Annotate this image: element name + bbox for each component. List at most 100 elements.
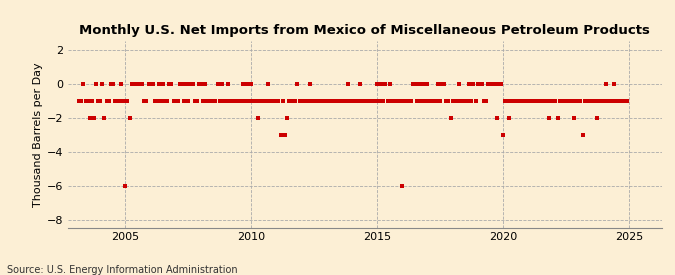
Point xyxy=(462,98,472,103)
Point xyxy=(267,98,277,103)
Point xyxy=(489,82,500,86)
Point xyxy=(137,82,148,86)
Point xyxy=(504,116,514,120)
Point xyxy=(191,98,202,103)
Point xyxy=(456,98,466,103)
Point xyxy=(215,98,225,103)
Point xyxy=(219,98,230,103)
Point xyxy=(510,98,521,103)
Point xyxy=(252,116,263,120)
Point xyxy=(153,82,164,86)
Point xyxy=(206,98,217,103)
Point xyxy=(541,98,552,103)
Point xyxy=(475,82,485,86)
Point xyxy=(346,98,357,103)
Point xyxy=(481,98,491,103)
Point xyxy=(500,98,510,103)
Point xyxy=(448,98,458,103)
Point xyxy=(327,98,338,103)
Point xyxy=(97,82,107,86)
Point xyxy=(198,98,209,103)
Point xyxy=(382,98,393,103)
Point xyxy=(118,98,129,103)
Point xyxy=(286,98,296,103)
Point xyxy=(512,98,523,103)
Point xyxy=(422,82,433,86)
Point xyxy=(539,98,550,103)
Point xyxy=(443,98,454,103)
Point xyxy=(132,82,143,86)
Point xyxy=(353,98,364,103)
Point xyxy=(386,98,397,103)
Point xyxy=(435,98,446,103)
Point xyxy=(420,98,431,103)
Point xyxy=(479,98,489,103)
Point xyxy=(210,98,221,103)
Y-axis label: Thousand Barrels per Day: Thousand Barrels per Day xyxy=(32,62,43,207)
Point xyxy=(613,98,624,103)
Point xyxy=(466,98,477,103)
Point xyxy=(405,98,416,103)
Point xyxy=(558,98,569,103)
Point xyxy=(611,98,622,103)
Point xyxy=(380,82,391,86)
Point xyxy=(546,98,557,103)
Point xyxy=(340,98,351,103)
Point xyxy=(363,98,374,103)
Point xyxy=(543,116,554,120)
Point xyxy=(615,98,626,103)
Point xyxy=(275,133,286,137)
Point xyxy=(158,82,169,86)
Point xyxy=(269,98,280,103)
Point xyxy=(401,98,412,103)
Point xyxy=(143,82,154,86)
Point xyxy=(365,98,376,103)
Point xyxy=(156,98,167,103)
Point xyxy=(149,98,160,103)
Point xyxy=(342,82,353,86)
Point xyxy=(166,82,177,86)
Point xyxy=(103,98,114,103)
Point xyxy=(367,98,378,103)
Point xyxy=(416,98,427,103)
Point xyxy=(265,98,275,103)
Point xyxy=(145,82,156,86)
Point xyxy=(217,82,227,86)
Point xyxy=(414,82,425,86)
Point xyxy=(168,98,179,103)
Point xyxy=(584,98,595,103)
Point xyxy=(300,98,311,103)
Point xyxy=(429,98,439,103)
Point xyxy=(74,98,85,103)
Point xyxy=(292,82,302,86)
Point xyxy=(319,98,330,103)
Point xyxy=(259,98,269,103)
Point xyxy=(99,116,110,120)
Point xyxy=(527,98,538,103)
Point xyxy=(446,116,456,120)
Point xyxy=(298,98,309,103)
Point xyxy=(315,98,326,103)
Point xyxy=(120,183,131,188)
Point xyxy=(556,98,567,103)
Point xyxy=(487,82,497,86)
Point xyxy=(334,98,345,103)
Point xyxy=(141,98,152,103)
Point xyxy=(254,98,265,103)
Point xyxy=(378,98,389,103)
Point xyxy=(310,98,321,103)
Point xyxy=(313,98,324,103)
Point xyxy=(619,98,630,103)
Point xyxy=(586,98,597,103)
Point xyxy=(105,82,116,86)
Point xyxy=(250,98,261,103)
Point xyxy=(493,82,504,86)
Point xyxy=(472,82,483,86)
Point xyxy=(535,98,546,103)
Point xyxy=(577,133,588,137)
Point xyxy=(483,82,493,86)
Point xyxy=(554,98,565,103)
Point xyxy=(139,98,150,103)
Point xyxy=(464,82,475,86)
Point xyxy=(147,82,158,86)
